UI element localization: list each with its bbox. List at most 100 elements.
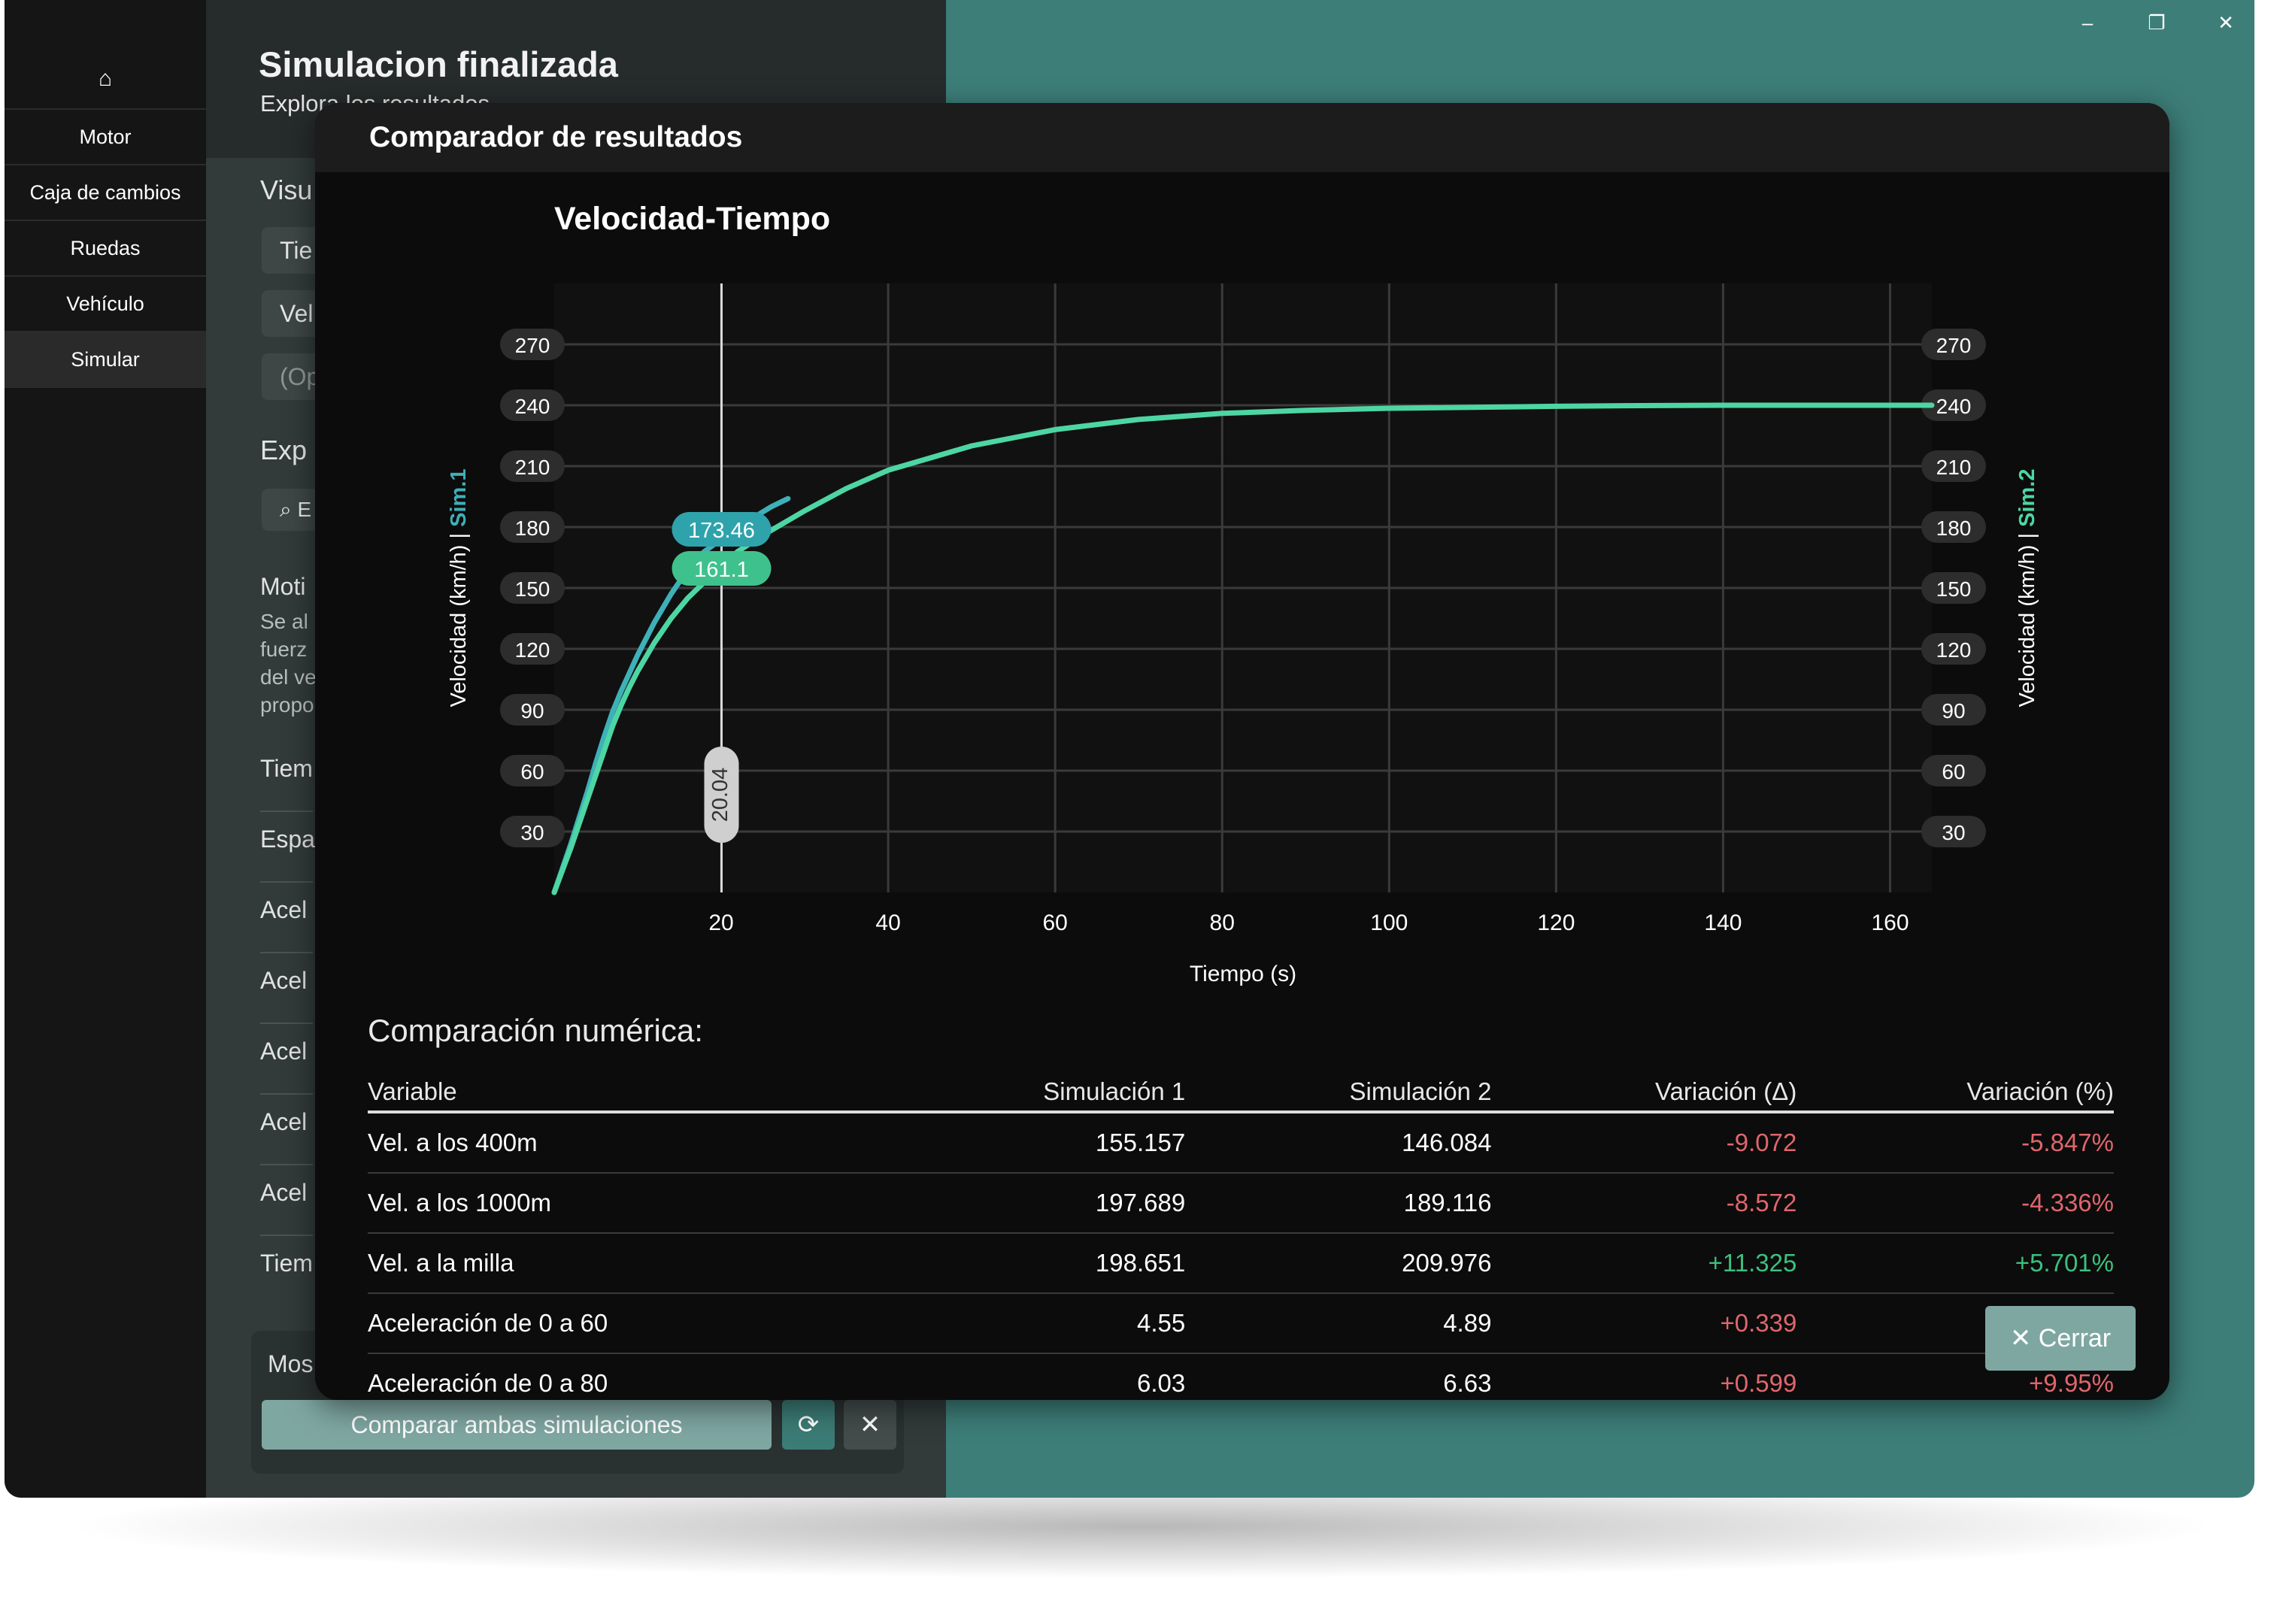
column-header: Variación (Δ) xyxy=(1491,1064,1797,1113)
result-row-label: Espa xyxy=(260,826,315,853)
column-header: Simulación 2 xyxy=(1185,1064,1492,1113)
y-tick-label-left: 210 xyxy=(515,456,550,479)
restore-icon[interactable]: ❐ xyxy=(2148,11,2166,34)
table-cell: -8.572 xyxy=(1491,1173,1797,1234)
table-cell: +0.599 xyxy=(1491,1353,1797,1400)
table-cell: 209.976 xyxy=(1185,1233,1492,1294)
motivo-text-1: Se al xyxy=(260,610,308,633)
table-cell: -4.336% xyxy=(1796,1173,2114,1234)
cursor-value-sim2-pill xyxy=(672,551,772,586)
table-cell: 155.157 xyxy=(879,1112,1186,1174)
y-tick-label-right: 180 xyxy=(1936,517,1972,540)
table-cell: +5.701% xyxy=(1796,1233,2114,1294)
y-tick-label-left: 240 xyxy=(515,395,550,418)
x-tick-label: 100 xyxy=(1370,910,1408,935)
y-tick-pill-right xyxy=(1921,694,1986,726)
y-tick-pill-left xyxy=(500,694,565,726)
x-tick-label: 40 xyxy=(875,910,900,935)
chart-title: Velocidad-Tiempo xyxy=(554,201,831,237)
y-tick-label-left: 120 xyxy=(515,638,550,662)
sidebar-item-gearbox[interactable]: Caja de cambios xyxy=(5,164,206,220)
cursor-x-pill xyxy=(704,747,739,843)
y-tick-pill-left xyxy=(500,329,565,360)
row-divider xyxy=(260,810,313,812)
clear-icon[interactable]: ✕ xyxy=(844,1400,896,1450)
motivo-text-3: del ve xyxy=(260,665,317,689)
cursor-x-value: 20.04 xyxy=(708,768,732,823)
y-tick-pill-right xyxy=(1921,329,1986,360)
compare-simulations-button[interactable]: Comparar ambas simulaciones xyxy=(262,1400,772,1450)
y-tick-pill-right xyxy=(1921,633,1986,665)
y-tick-label-right: 90 xyxy=(1942,699,1965,723)
cursor-value-sim2: 161.1 xyxy=(694,558,749,582)
motivo-text-4: propo xyxy=(260,693,314,717)
y-tick-pill-left xyxy=(500,450,565,482)
sidebar-item-vehicle[interactable]: Vehículo xyxy=(5,275,206,331)
y-tick-label-left: 270 xyxy=(515,334,550,357)
close-modal-button[interactable]: ✕ Cerrar xyxy=(1985,1306,2136,1371)
row-divider xyxy=(260,1235,313,1236)
row-divider xyxy=(260,1164,313,1165)
y-tick-pill-right xyxy=(1921,816,1986,847)
y-axis-label-right: Velocidad (km/h) | Sim.2 xyxy=(2015,468,2039,707)
table-row: Vel. a la milla 198.651 209.976 +11.325 … xyxy=(368,1233,2114,1294)
y-tick-pill-right xyxy=(1921,755,1986,786)
table-cell: +0.339 xyxy=(1491,1293,1797,1354)
motivo-heading: Moti xyxy=(260,573,306,600)
cursor-value-sim1: 173.46 xyxy=(688,519,755,543)
result-row-label: Acel xyxy=(260,1108,308,1135)
y-tick-pill-right xyxy=(1921,511,1986,543)
y-tick-label-left: 30 xyxy=(520,821,544,844)
y-tick-label-left: 150 xyxy=(515,577,550,601)
y-tick-label-right: 30 xyxy=(1942,821,1965,844)
table-cell: Aceleración de 0 a 80 xyxy=(368,1353,879,1400)
table-cell: 198.651 xyxy=(879,1233,1186,1294)
cursor-value-sim1-pill xyxy=(672,512,772,547)
sidebar-item-wheels[interactable]: Ruedas xyxy=(5,220,206,275)
sidebar-item-simulate[interactable]: Simular xyxy=(5,331,206,388)
x-tick-label: 160 xyxy=(1871,910,1909,935)
row-divider xyxy=(260,881,313,883)
column-header: Variable xyxy=(368,1064,879,1113)
show-label: Mos xyxy=(268,1350,314,1377)
table-cell: Vel. a los 400m xyxy=(368,1112,879,1174)
x-tick-label: 20 xyxy=(708,910,733,935)
export-heading: Exp xyxy=(260,435,308,465)
x-tick-label: 140 xyxy=(1704,910,1742,935)
table-cell: 197.689 xyxy=(879,1173,1186,1234)
visualize-heading: Visu xyxy=(260,174,313,205)
results-comparator-modal: Comparador de resultados Velocidad-Tiemp… xyxy=(315,103,2169,1400)
y-tick-label-right: 60 xyxy=(1942,760,1965,783)
y-tick-pill-left xyxy=(500,389,565,421)
table-cell: Vel. a los 1000m xyxy=(368,1173,879,1234)
comparison-table: Variable Simulación 1 Simulación 2 Varia… xyxy=(368,1064,2114,1400)
refresh-icon[interactable]: ⟳ xyxy=(782,1400,835,1450)
minimize-icon[interactable]: – xyxy=(2081,11,2094,34)
table-cell: +11.325 xyxy=(1491,1233,1797,1294)
y-axis-label-left: Velocidad (km/h) | Sim.1 xyxy=(447,468,471,707)
x-axis-label: Tiempo (s) xyxy=(1190,962,1296,986)
row-divider xyxy=(260,1093,313,1095)
sidebar-item-motor[interactable]: Motor xyxy=(5,108,206,164)
y-tick-label-right: 210 xyxy=(1936,456,1972,479)
y-tick-pill-right xyxy=(1921,450,1986,482)
home-icon[interactable]: ⌂ xyxy=(98,66,113,91)
close-icon[interactable]: ✕ xyxy=(2218,11,2234,34)
table-cell: Aceleración de 0 a 60 xyxy=(368,1293,879,1354)
table-cell: 189.116 xyxy=(1185,1173,1492,1234)
x-tick-label: 120 xyxy=(1537,910,1575,935)
table-cell: Vel. a la milla xyxy=(368,1233,879,1294)
y-tick-label-right: 270 xyxy=(1936,334,1972,357)
table-row: Aceleración de 0 a 60 4.55 4.89 +0.339 +… xyxy=(368,1293,2114,1354)
table-cell: 6.03 xyxy=(879,1353,1186,1400)
y-tick-label-right: 240 xyxy=(1936,395,1972,418)
table-cell: 4.55 xyxy=(879,1293,1186,1354)
table-cell: 4.89 xyxy=(1185,1293,1492,1354)
table-row: Aceleración de 0 a 80 6.03 6.63 +0.599 +… xyxy=(368,1353,2114,1400)
y-tick-pill-left xyxy=(500,572,565,604)
y-tick-pill-right xyxy=(1921,572,1986,604)
table-row: Vel. a los 1000m 197.689 189.116 -8.572 … xyxy=(368,1173,2114,1234)
result-row-label: Tiem xyxy=(260,755,313,782)
y-tick-pill-left xyxy=(500,755,565,786)
table-cell: 6.63 xyxy=(1185,1353,1492,1400)
